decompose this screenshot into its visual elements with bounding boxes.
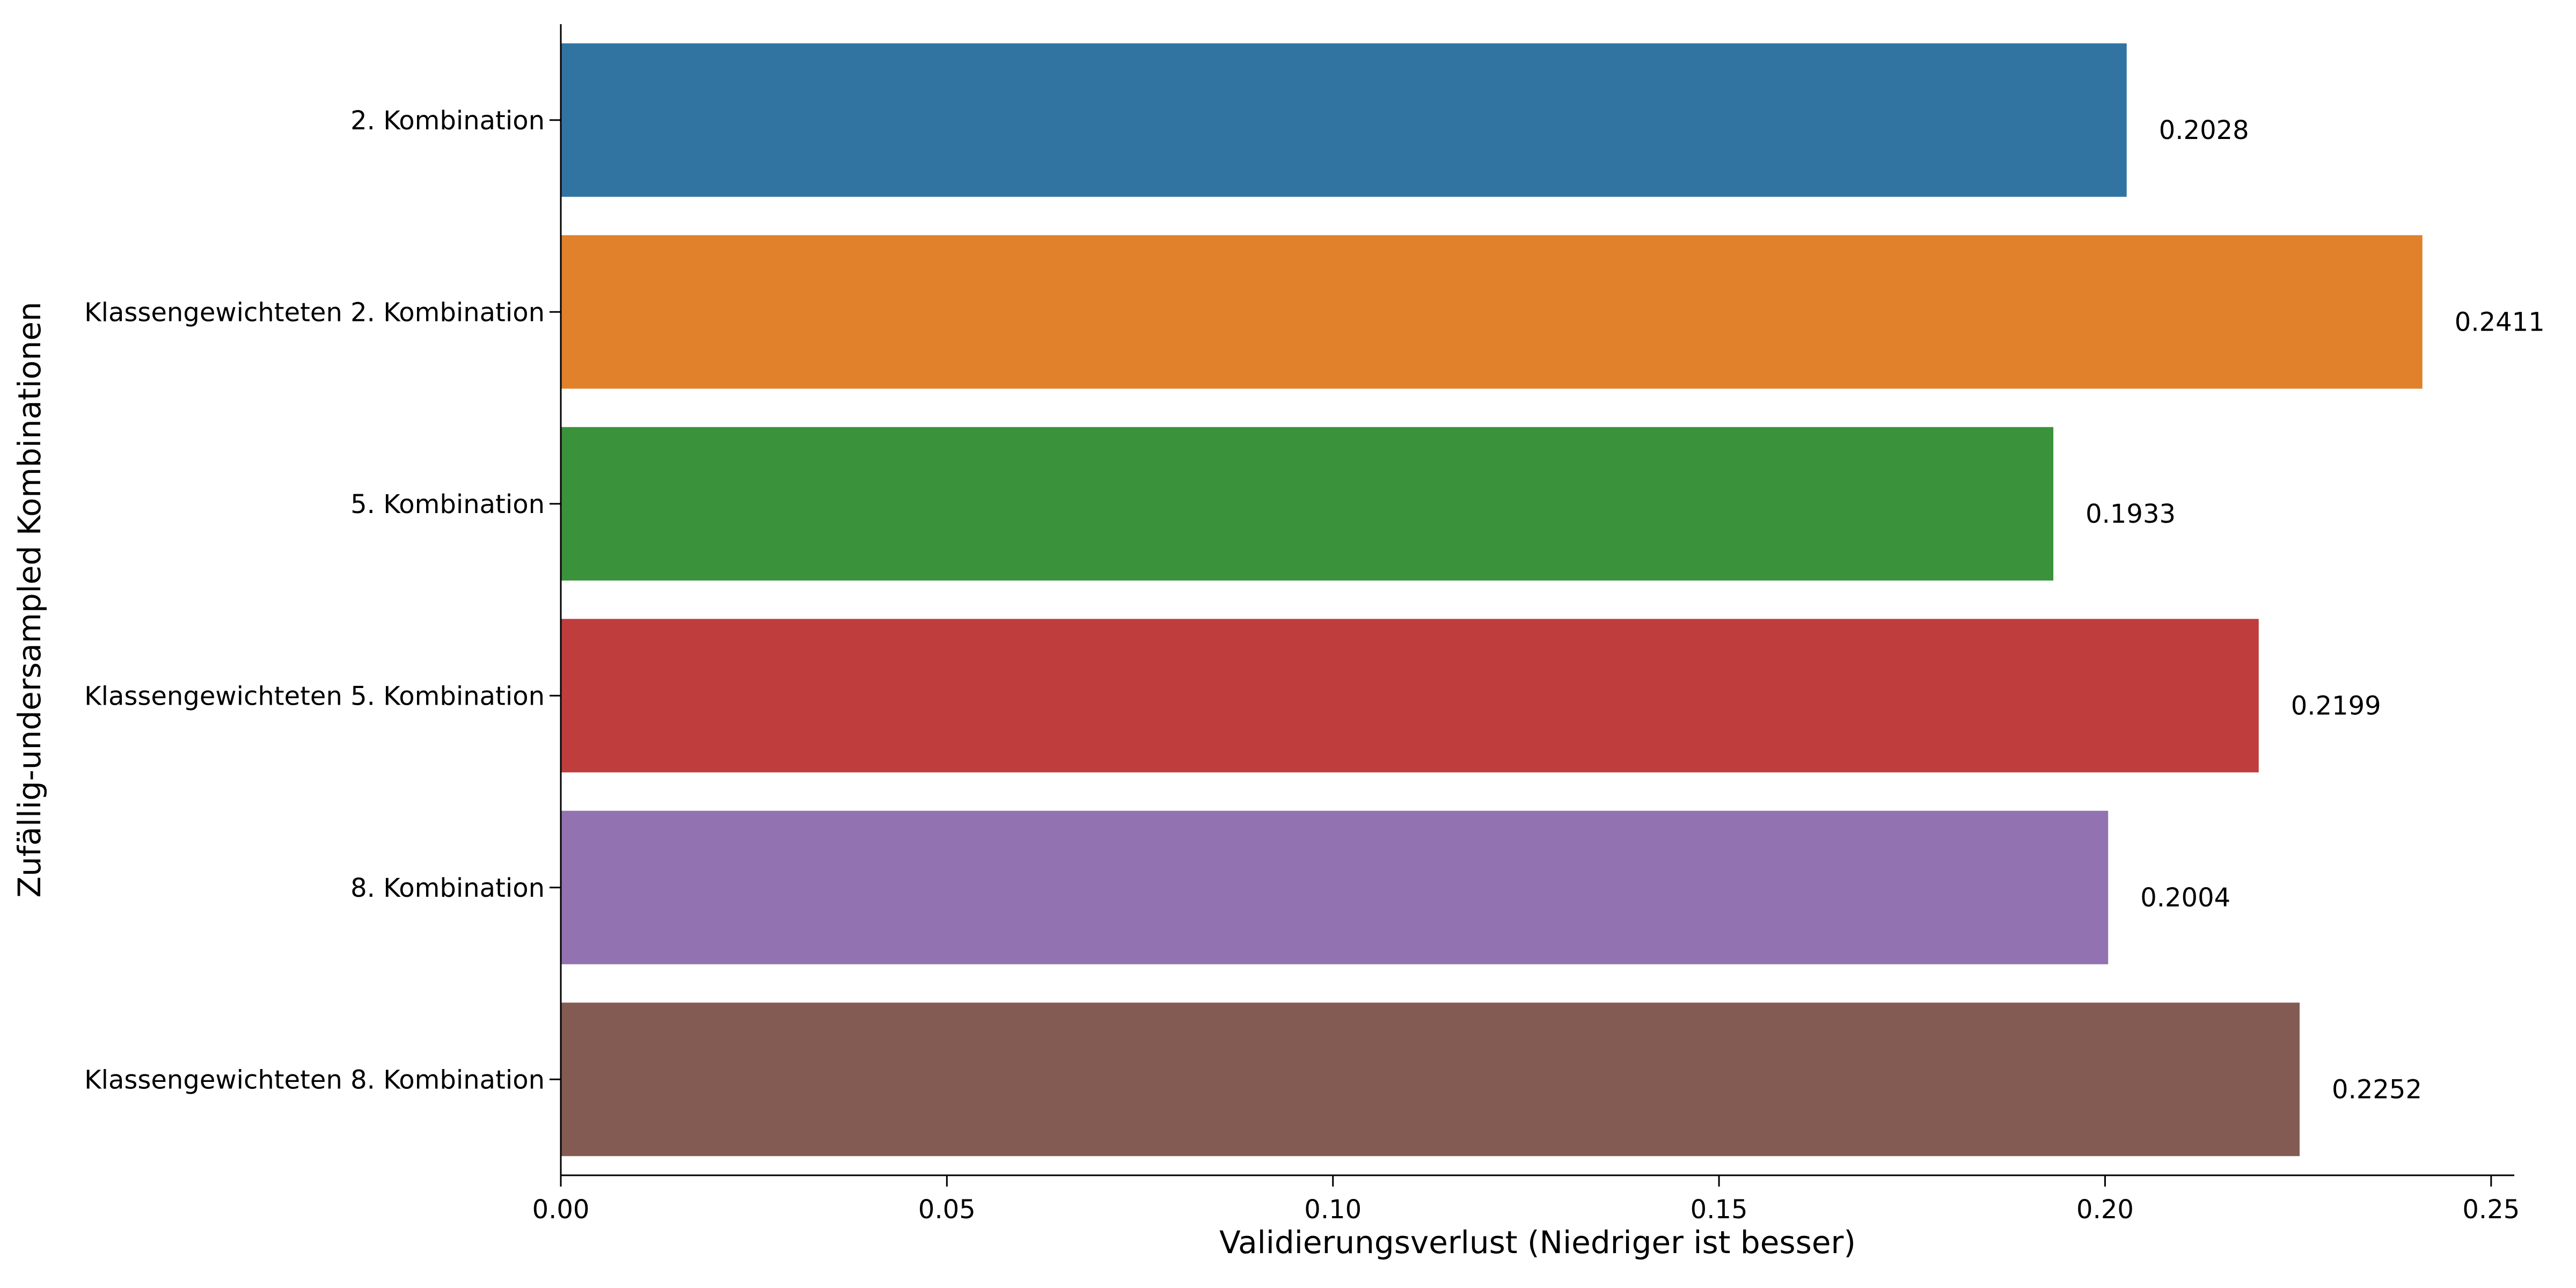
category-label-3: 5. Kombination: [350, 489, 545, 519]
x-tick-label-1: 0.00: [532, 1195, 590, 1225]
x-tick-label-3: 0.10: [1304, 1195, 1362, 1225]
value-label-4: 0.2199: [2291, 691, 2381, 721]
category-label-6: Klassengewichteten 8. Kombination: [84, 1065, 545, 1095]
bars-layer: [561, 43, 2423, 1157]
bar-1: [561, 43, 2127, 197]
category-label-5: 8. Kombination: [350, 873, 545, 903]
bar-6: [561, 1002, 2300, 1157]
bar-4: [561, 619, 2259, 773]
x-tick-label-2: 0.05: [918, 1195, 976, 1225]
category-label-1: 2. Kombination: [350, 106, 545, 136]
category-label-4: Klassengewichteten 5. Kombination: [84, 681, 545, 711]
value-labels-layer: 0.2028 0.2411 0.1933 0.2199 0.2004 0.2252: [2085, 115, 2545, 1105]
x-tick-label-6: 0.25: [2462, 1195, 2520, 1225]
x-ticks-layer: 0.00 0.05 0.10 0.15 0.20 0.25: [532, 1175, 2520, 1225]
x-tick-label-4: 0.15: [1690, 1195, 1748, 1225]
value-label-2: 0.2411: [2455, 307, 2545, 337]
value-label-6: 0.2252: [2332, 1074, 2422, 1104]
bar-3: [561, 427, 2054, 581]
value-label-5: 0.2004: [2140, 883, 2230, 913]
x-axis-label: Validierungsverlust (Niedriger ist besse…: [1219, 1224, 1856, 1261]
bar-5: [561, 810, 2109, 964]
value-label-1: 0.2028: [2159, 115, 2249, 145]
x-tick-label-5: 0.20: [2076, 1195, 2134, 1225]
category-labels-layer: 2. Kombination Klassengewichteten 2. Komb…: [84, 106, 561, 1095]
value-label-3: 0.1933: [2085, 499, 2176, 529]
y-axis-label: Zufällig-undersampled Kombinationen: [11, 302, 48, 897]
bar-2: [561, 235, 2423, 389]
category-label-2: Klassengewichteten 2. Kombination: [84, 297, 545, 327]
